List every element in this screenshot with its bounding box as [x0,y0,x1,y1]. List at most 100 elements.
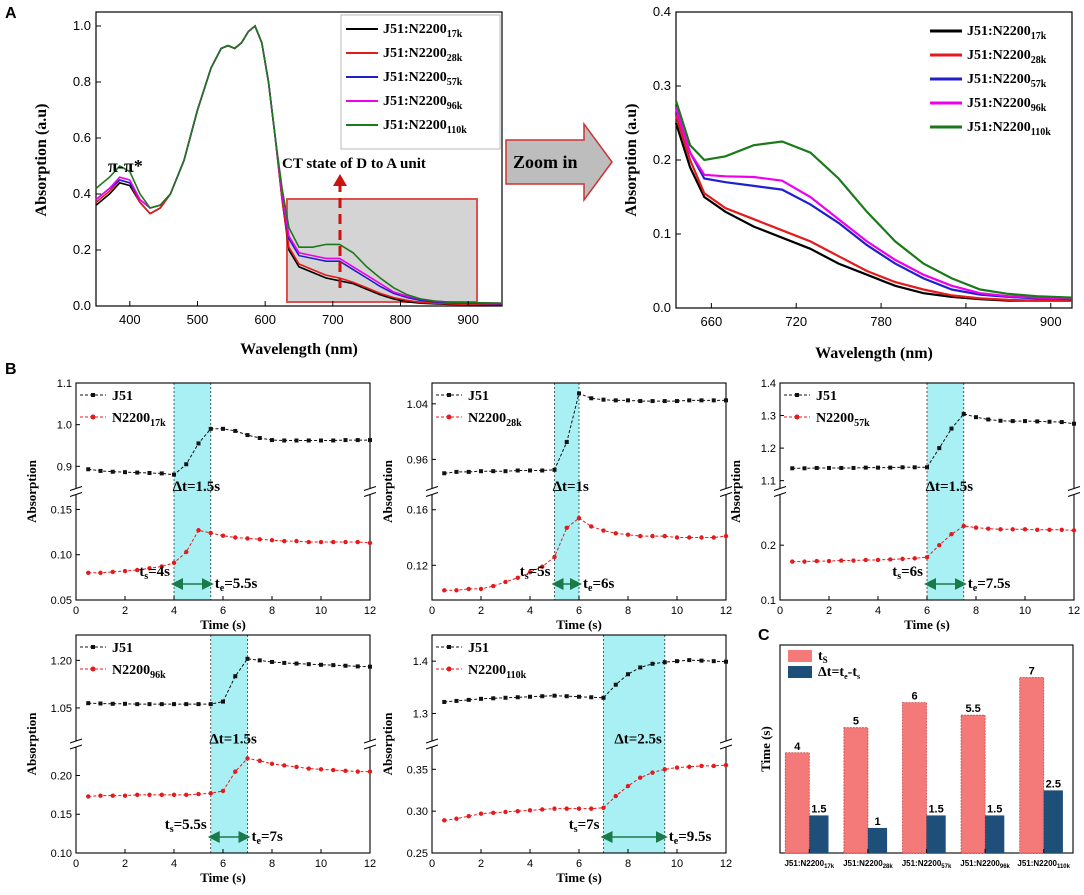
y-axis-title: Absorption [380,712,395,776]
x-tick-label: 800 [390,312,412,327]
n2200-point [196,528,201,533]
bar-ts-label: 6 [911,691,917,703]
j51-point [454,469,459,474]
j51-point [949,426,954,431]
j51-point [233,674,238,679]
x-tick-label: 12 [720,858,732,870]
j51-point [961,411,966,416]
j51-point [564,694,569,699]
j51-point [331,663,336,668]
j51-point [319,662,323,667]
y-tick-label: 0.4 [653,4,671,19]
x-tick-label: 4 [875,605,881,617]
n2200-point [491,810,496,816]
x-tick-label: 0 [429,858,435,870]
n2200-point [478,586,484,592]
delta-t-label: Δt=2.5s [614,732,662,748]
n2200-point [912,556,917,561]
time-window-shade [554,383,579,600]
x-tick-label: 2 [478,605,484,617]
series-group [95,24,503,306]
y-tick-label: 0.2 [653,152,671,167]
j51-point [515,468,520,473]
y-tick-label-bottom: 0.16 [407,505,428,517]
y-tick-label-top: 1.4 [761,378,776,390]
n2200-point [723,533,729,539]
legend-j51-label: J51 [112,641,133,656]
te-label: te=7s [252,829,284,847]
j51-point [172,702,176,707]
n2200-point [674,535,680,540]
y-tick-label: 0.6 [73,130,91,145]
legend-n2200-label: N220028k [468,411,522,429]
axis-break-mark [719,486,733,491]
axis-break-mark [425,492,439,497]
series-group [674,100,1073,302]
x-tick-label: 0 [73,605,79,617]
j51-point [851,465,856,470]
n2200-point [613,531,618,536]
legend-n2200-marker [90,666,96,672]
x-tick-label: 4 [171,605,177,617]
axis-break-mark [719,744,733,750]
j51-point [503,695,508,700]
j51-point [515,695,520,700]
y-tick-label-bottom: 0.05 [51,595,72,607]
n2200-point [196,791,201,797]
axis-break-mark [719,738,733,744]
j51-point [650,661,655,666]
j51-point [110,469,115,474]
axis-break-gap [70,488,82,495]
y-tick-label: 0.2 [73,242,91,257]
y-tick-label: 0.0 [653,300,671,315]
panel-label-b: B [5,361,17,378]
j51-point [802,466,807,471]
j51-point [552,693,557,698]
n2200-point [601,528,606,533]
x-tick-label: 12 [364,858,376,870]
j51-point [98,701,103,706]
x-tick-label: 900 [457,312,479,327]
j51-point [638,399,643,404]
x-tick-label: 0 [777,605,783,617]
n2200-point [159,792,164,798]
j51-point [699,658,704,663]
y-tick-label: 1.0 [73,18,91,33]
delta-t-label: Δt=1.5s [209,732,257,748]
n2200-point [687,535,692,540]
n2200-point [466,586,471,592]
n2200-point [171,792,177,798]
axes-group: 400 500 600 700 800 900 0.0 0.2 0.4 0.6 0.8 1.0 [73,18,479,327]
series-line-28k [674,115,1072,302]
j51-point [221,426,225,431]
x-tick-label: 4 [171,858,177,870]
j51-point [564,440,569,445]
j51-point [986,417,991,422]
y-tick-label: 0.4 [73,186,91,201]
y-tick-label-bottom: 0.2 [761,540,776,552]
n2200-point [998,527,1003,532]
j51-point [343,663,348,668]
x-tick-label: 8 [625,858,631,870]
chart-b5: 0 2 4 6 8 10 12 1.3 1.4 0.25 0.30 0.35 Time (s) Absor… [380,634,733,885]
x-tick-label: 10 [671,858,683,870]
j51-point [355,438,360,443]
axis-break-gap [426,488,438,495]
n2200-point [257,758,262,763]
j51-point [1072,421,1076,426]
y-tick-label-top: 1.1 [761,476,776,488]
ts-label: ts=6s [892,564,923,582]
n2200-point [245,756,250,761]
y-axis-title: Absorption (a.u) [623,104,640,217]
x-tick-label: 700 [322,312,344,327]
j51-point [827,465,831,470]
x-tick-label: 4 [527,858,533,870]
n2200-point [171,560,177,566]
x-tick-label: 6 [924,605,930,617]
axes-group: 660 720 780 840 900 0.0 0.1 0.2 0.3 0.4 [653,4,1062,329]
j51-point [912,465,917,470]
x-tick-label: 6 [576,858,582,870]
n2200-point [601,805,606,810]
axis-break-mark [719,492,733,497]
n2200-point [306,766,311,771]
